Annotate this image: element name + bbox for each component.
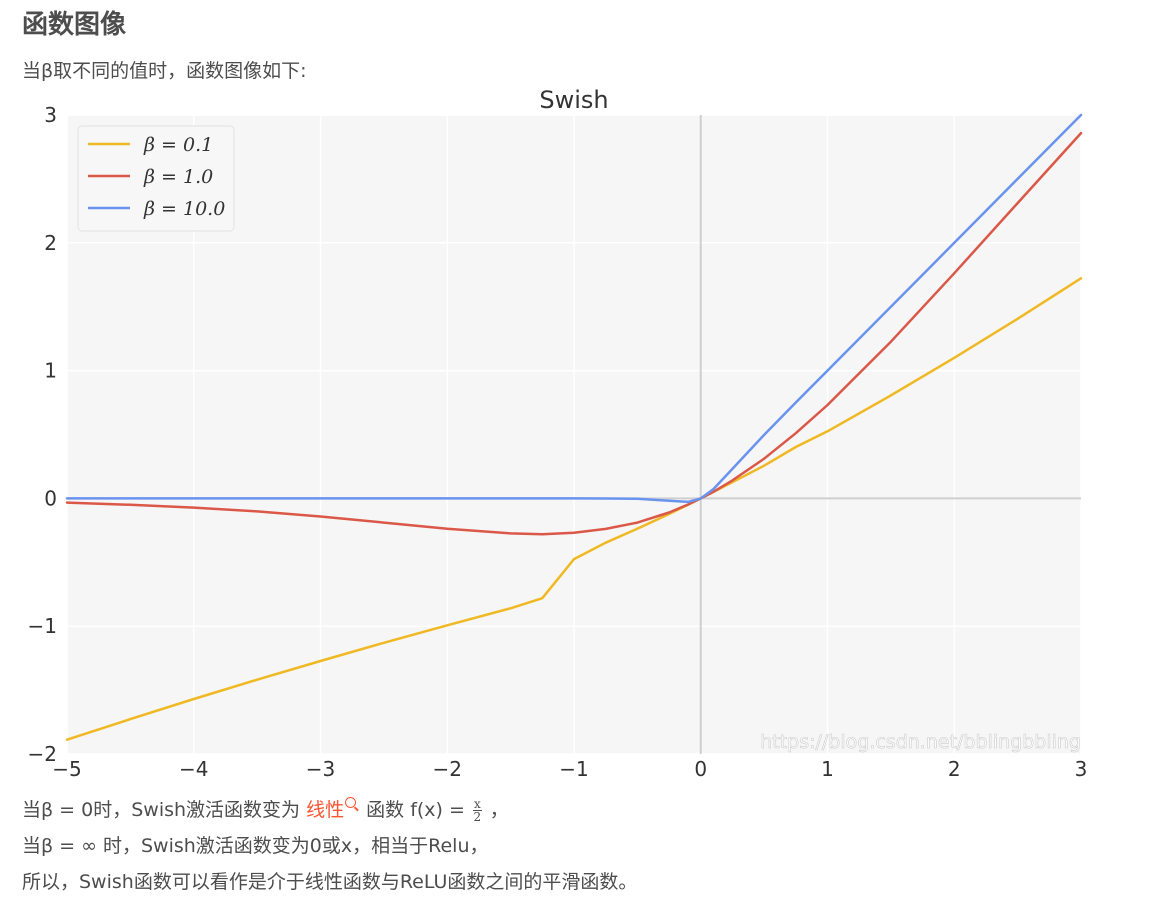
legend-label-1: β = 1.0 xyxy=(143,166,213,188)
search-icon[interactable] xyxy=(345,797,357,808)
paragraph-beta-infinity: 当β = ∞ 时，Swish激活函数变为0或x，相当于Relu， xyxy=(22,835,489,857)
legend-label-0: β = 0.1 xyxy=(143,134,213,156)
series-line-2 xyxy=(65,113,1083,504)
x-tick-label-8: 3 xyxy=(1075,757,1088,781)
para1-middle: 函数 f(x) = xyxy=(366,799,471,821)
y-tick-label-4: 2 xyxy=(44,231,57,255)
chart-title: Swish xyxy=(539,86,608,114)
fraction-numerator: x xyxy=(472,797,482,811)
x-tick-label-3: −2 xyxy=(433,757,462,781)
paragraph-beta-zero: 当β = 0时，Swish激活函数变为 线性 函数 f(x) = x 2 ， xyxy=(22,796,509,824)
series-line-1 xyxy=(65,131,1083,536)
paragraph-summary: 所以，Swish函数可以看作是介于线性函数与ReLU函数之间的平滑函数。 xyxy=(22,871,638,893)
y-tick-label-5: 3 xyxy=(44,103,57,127)
legend-box xyxy=(77,125,235,232)
x-tick-label-1: −4 xyxy=(179,757,208,781)
intro-text: 当β取不同的值时，函数图像如下: xyxy=(22,60,307,82)
series-line-0 xyxy=(65,277,1083,741)
para1-suffix: ， xyxy=(489,799,509,821)
x-tick-label-6: 1 xyxy=(821,757,834,781)
fraction-denominator: 2 xyxy=(473,810,482,824)
legend-label-2: β = 10.0 xyxy=(143,198,225,220)
chart-svg: −5 −4 −3 −2 −1 0 1 2 3 −2 −1 0 1 2 3 Swish β = 0.1 β = 1.… xyxy=(28,86,1088,781)
x-tick-label-2: −3 xyxy=(306,757,335,781)
x-tick-label-5: 0 xyxy=(694,757,707,781)
para1-prefix: 当β = 0时，Swish激活函数变为 xyxy=(22,799,301,821)
y-tick-label-0: −2 xyxy=(28,742,57,766)
section-heading: 函数图像 xyxy=(22,10,127,40)
y-tick-label-1: −1 xyxy=(28,614,57,638)
x-tick-label-4: −1 xyxy=(559,757,588,781)
swish-chart: −5 −4 −3 −2 −1 0 1 2 3 −2 −1 0 1 2 3 Swish β = 0.1 β = 1.… xyxy=(0,84,1171,788)
watermark: https://blog.csdn.net/bblingbbling xyxy=(760,731,1081,753)
linear-link[interactable]: 线性 xyxy=(306,799,345,821)
fraction-x-over-2: x 2 xyxy=(472,797,482,824)
x-tick-label-7: 2 xyxy=(948,757,961,781)
y-tick-label-2: 0 xyxy=(44,486,57,510)
x-tick-label-0: −5 xyxy=(52,757,81,781)
y-tick-label-3: 1 xyxy=(44,359,57,383)
